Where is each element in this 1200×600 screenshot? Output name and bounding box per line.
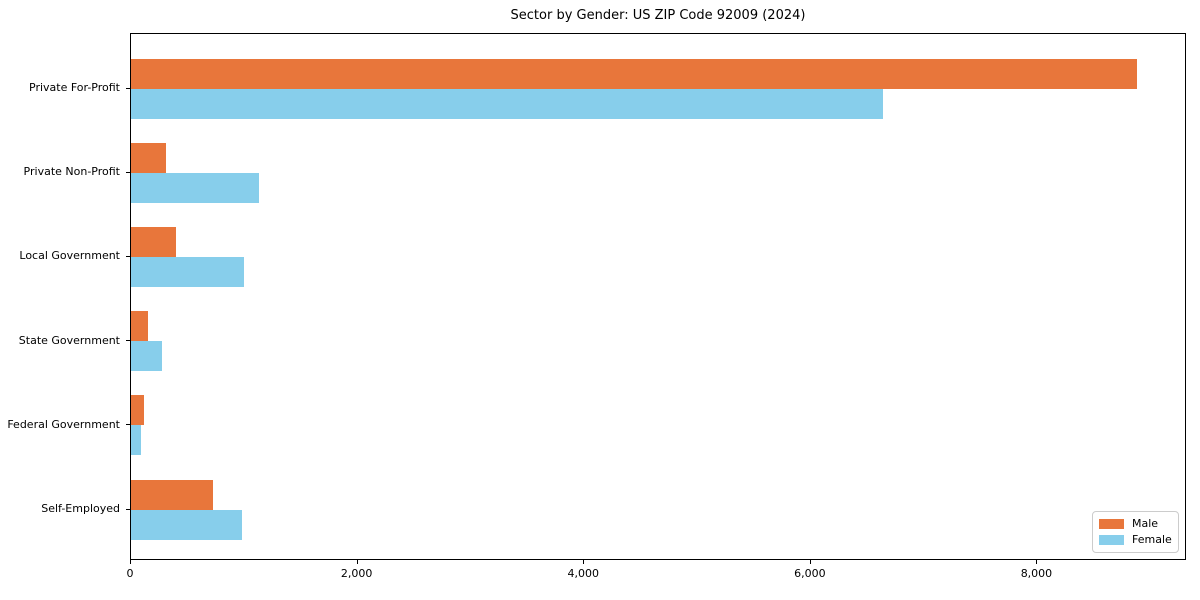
- chart-title: Sector by Gender: US ZIP Code 92009 (202…: [510, 8, 806, 23]
- x-tick-mark: [583, 560, 585, 564]
- x-tick-label-0: 0: [126, 567, 134, 580]
- bar-female-private-for-profit: [131, 88, 884, 119]
- y-tick-mark: [126, 340, 130, 342]
- x-tick-mark: [1036, 560, 1038, 564]
- legend-swatch-male: [1099, 519, 1124, 529]
- bar-female-private-non-profit: [131, 172, 260, 203]
- bar-female-self-employed: [131, 509, 243, 540]
- y-tick-label-state-government: State Government: [18, 333, 120, 347]
- bar-male-federal-government: [131, 395, 145, 426]
- plot-area: [130, 33, 1186, 560]
- legend-label-male: Male: [1132, 517, 1159, 530]
- y-tick-mark: [126, 424, 130, 426]
- bar-male-private-non-profit: [131, 142, 167, 173]
- y-tick-label-private-for-profit: Private For-Profit: [29, 81, 120, 94]
- x-tick-label-8000: 8,000: [1020, 567, 1053, 580]
- bar-female-state-government: [131, 341, 162, 372]
- y-tick-mark: [126, 508, 130, 510]
- y-tick-mark: [126, 255, 130, 257]
- legend-label-female: Female: [1132, 533, 1172, 546]
- bar-male-private-for-profit: [131, 58, 1138, 89]
- bar-male-local-government: [131, 226, 176, 257]
- y-tick-label-private-non-profit: Private Non-Profit: [23, 165, 120, 179]
- bar-female-local-government: [131, 256, 245, 287]
- legend-item-female: Female: [1099, 534, 1172, 546]
- legend-item-male: Male: [1099, 518, 1172, 530]
- legend-swatch-female: [1099, 535, 1124, 545]
- bar-male-self-employed: [131, 479, 214, 510]
- y-tick-mark: [126, 171, 130, 173]
- x-tick-mark: [809, 560, 811, 564]
- y-tick-mark: [126, 87, 130, 89]
- x-tick-label-4000: 4,000: [567, 567, 599, 580]
- x-tick-label-2000: 2,000: [340, 567, 373, 580]
- x-tick-label-6000: 6,000: [794, 567, 826, 580]
- x-tick-mark: [356, 560, 358, 564]
- y-tick-label-federal-government: Federal Government: [7, 417, 120, 431]
- x-tick-mark: [130, 560, 131, 564]
- legend: Male Female: [1092, 511, 1179, 553]
- y-tick-label-self-employed: Self-Employed: [41, 502, 120, 515]
- bar-male-state-government: [131, 311, 148, 342]
- bar-female-federal-government: [131, 425, 141, 456]
- y-tick-label-local-government: Local Government: [19, 249, 120, 263]
